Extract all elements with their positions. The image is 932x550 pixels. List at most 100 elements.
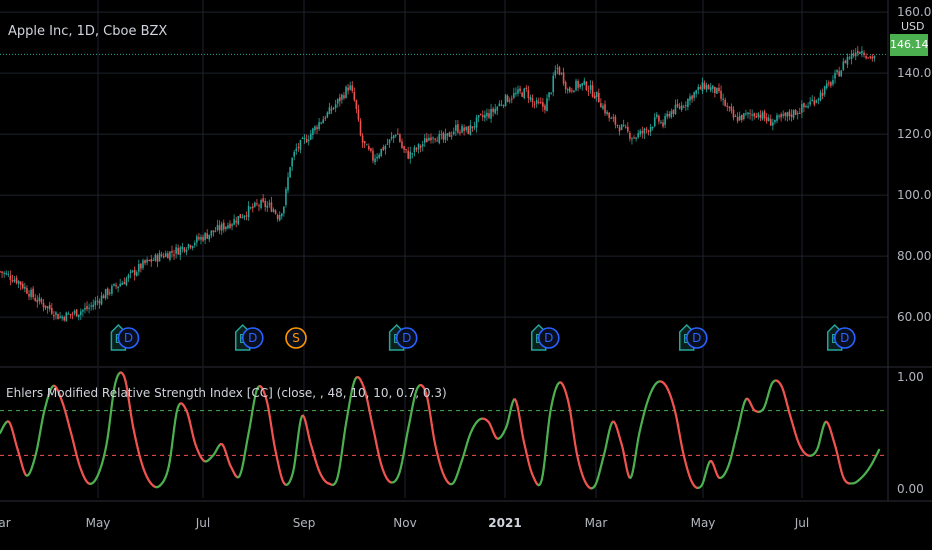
- candle-body: [772, 122, 774, 126]
- candle-body: [465, 126, 467, 130]
- rsi-line-segment: [269, 422, 274, 432]
- dividend-marker[interactable]: D: [685, 327, 708, 349]
- candle-body: [88, 307, 90, 309]
- candle-body: [225, 226, 227, 230]
- candle-body: [34, 298, 37, 301]
- time-tick-label: May: [691, 516, 716, 530]
- candle-body: [278, 215, 281, 221]
- rsi-line-segment: [340, 442, 345, 454]
- candle-body: [353, 92, 356, 101]
- candle-body: [691, 95, 693, 100]
- candle-body: [3, 272, 5, 274]
- candle-body: [334, 104, 337, 109]
- candle-body: [430, 137, 432, 141]
- candle-body: [100, 295, 103, 305]
- candle-body: [140, 263, 142, 269]
- candle-body: [821, 93, 824, 96]
- candle-body: [755, 116, 758, 118]
- candle-body: [647, 130, 650, 132]
- candle-body: [415, 148, 418, 150]
- candle-body: [639, 130, 642, 135]
- candle-body: [42, 302, 45, 308]
- rsi-line-segment: [430, 423, 434, 433]
- time-tick-label: Jul: [794, 516, 809, 530]
- candle-body: [152, 260, 155, 262]
- candle-body: [859, 52, 861, 54]
- candle-body: [798, 112, 801, 114]
- candle-body: [332, 107, 335, 109]
- chart-grid: [0, 0, 888, 498]
- candle-body: [69, 313, 72, 315]
- candle-body: [550, 92, 552, 94]
- price-tick-label: 100.00: [897, 188, 932, 202]
- candle-body: [819, 92, 822, 101]
- candle-body: [293, 151, 296, 157]
- candle-body: [618, 127, 621, 132]
- split-marker[interactable]: S: [285, 327, 307, 349]
- dividend-marker[interactable]: D: [833, 327, 856, 349]
- candle-body: [548, 92, 550, 98]
- dividend-marker-label: D: [124, 331, 133, 345]
- dividend-marker[interactable]: D: [117, 327, 140, 349]
- event-markers[interactable]: EDEDSEDEDEDED: [110, 323, 856, 351]
- indicator-title[interactable]: Ehlers Modified Relative Strength Index …: [6, 386, 447, 400]
- price-tick-label: 120.00: [897, 127, 932, 141]
- candle-body: [666, 113, 668, 117]
- candle-body: [481, 115, 484, 118]
- candle-body: [357, 109, 360, 120]
- rsi-line-segment: [541, 465, 546, 476]
- candle-body: [763, 111, 766, 119]
- candle-body: [291, 157, 293, 167]
- candle-body: [347, 87, 349, 91]
- candle-body: [13, 279, 16, 282]
- candle-body: [61, 316, 63, 319]
- candle-body: [562, 72, 565, 84]
- rsi-line-segment: [108, 410, 113, 422]
- candle-body: [600, 103, 602, 108]
- oscillator-tick-label: 0.00: [897, 482, 924, 496]
- candle-body: [326, 112, 329, 118]
- candle-body: [714, 86, 716, 94]
- candle-body: [150, 259, 153, 262]
- split-marker-shape: [285, 327, 307, 349]
- candle-body: [5, 273, 8, 275]
- candle-body: [506, 95, 509, 103]
- candle-body: [825, 83, 828, 89]
- candle-body: [67, 313, 70, 315]
- candle-body: [374, 158, 376, 163]
- candle-body: [208, 234, 211, 240]
- candle-body: [295, 148, 298, 151]
- candle-body: [689, 96, 691, 101]
- candle-body: [537, 101, 540, 103]
- candle-body: [104, 289, 107, 299]
- rsi-line-segment: [249, 412, 254, 422]
- candle-body: [355, 100, 358, 109]
- dividend-marker[interactable]: D: [395, 327, 418, 349]
- price-tick-label: 140.00: [897, 66, 932, 80]
- symbol-title[interactable]: Apple Inc, 1D, Cboe BZX: [8, 24, 168, 39]
- candle-body: [376, 156, 378, 159]
- candle-body: [200, 236, 202, 240]
- candle-body: [513, 93, 515, 98]
- candle-body: [399, 134, 401, 142]
- candlestick-series: [0, 46, 876, 322]
- rsi-line-segment: [877, 448, 881, 453]
- candle-body: [759, 114, 762, 118]
- candle-body: [179, 247, 182, 255]
- candle-body: [21, 283, 24, 289]
- candle-body: [264, 201, 267, 208]
- candle-body: [419, 145, 422, 148]
- candle-body: [426, 138, 428, 143]
- candle-body: [477, 115, 480, 118]
- dividend-marker[interactable]: D: [537, 327, 560, 349]
- rsi-line-segment: [294, 449, 298, 461]
- dividend-marker[interactable]: D: [241, 327, 264, 349]
- candle-body: [823, 86, 826, 95]
- candle-body: [780, 114, 782, 118]
- candle-body: [231, 224, 233, 227]
- candle-body: [15, 277, 18, 284]
- candle-body: [869, 56, 872, 58]
- candle-body: [633, 137, 635, 139]
- candle-body: [455, 125, 457, 131]
